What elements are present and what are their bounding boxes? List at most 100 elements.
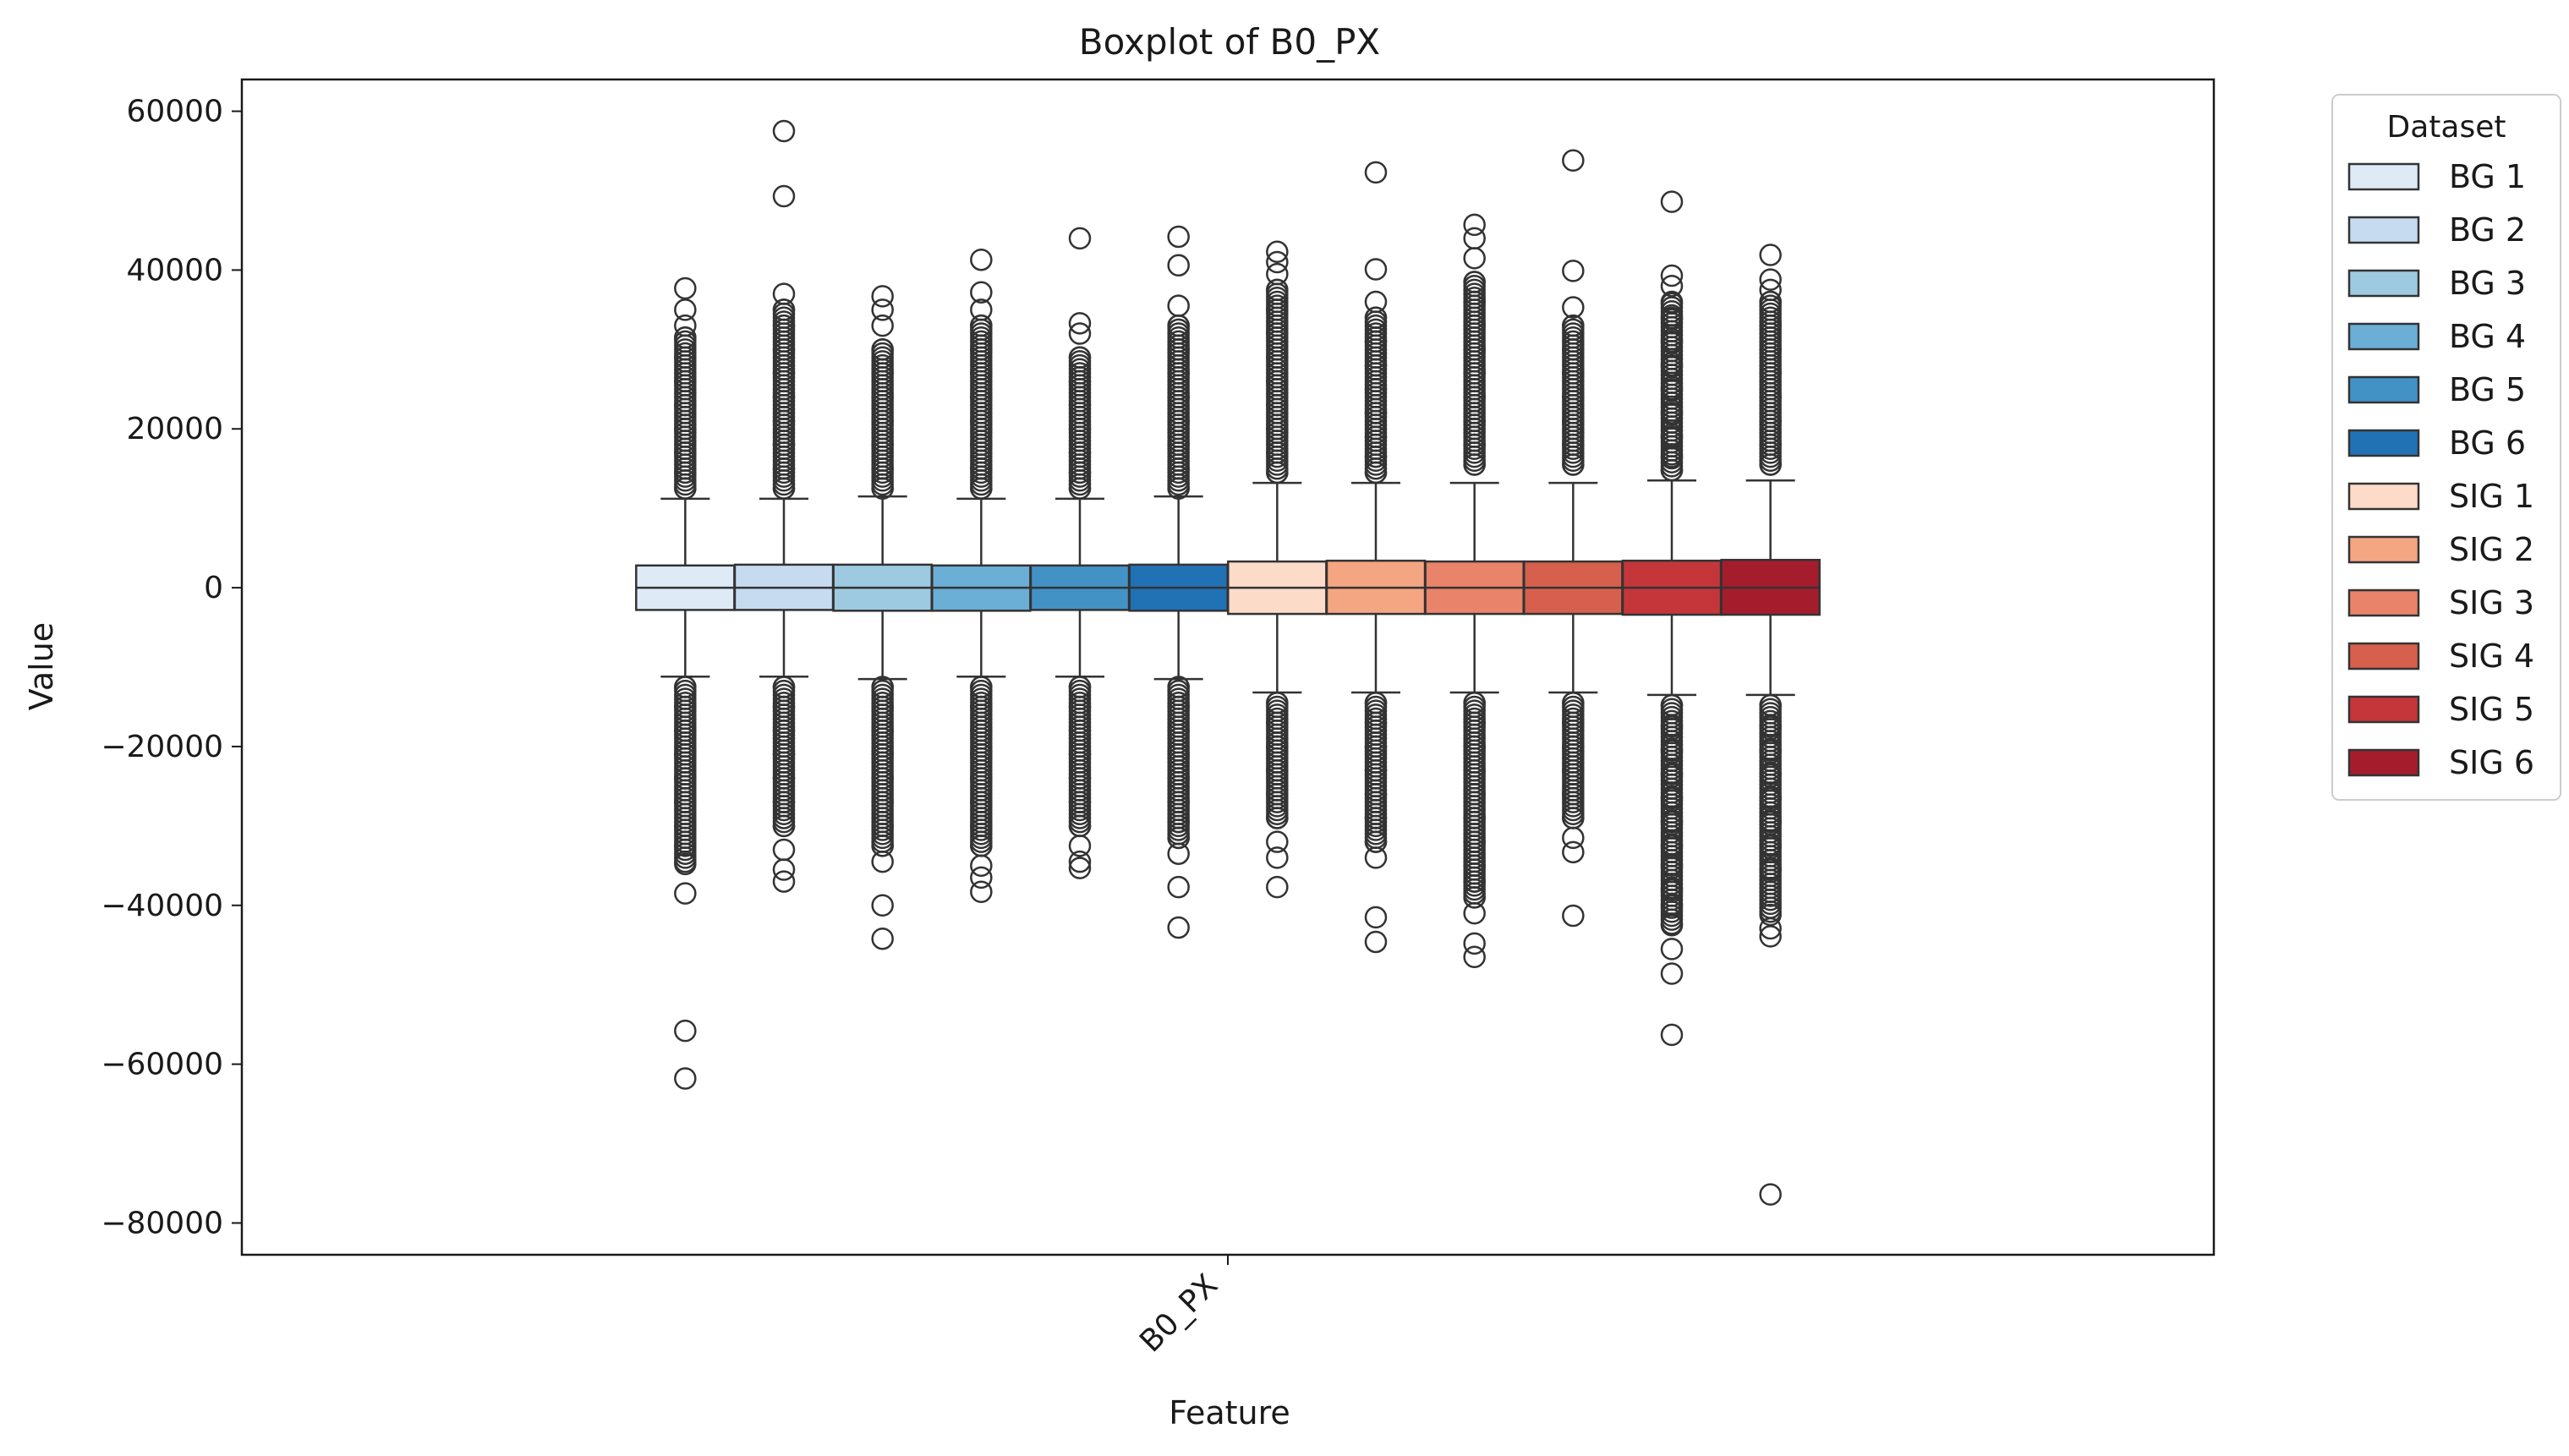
outlier-point <box>1364 807 1388 829</box>
outlier-point <box>1660 786 1684 810</box>
outlier-point <box>871 433 894 457</box>
outlier-point <box>1068 743 1092 766</box>
outlier-point <box>871 894 894 917</box>
outlier-point <box>1068 477 1092 500</box>
outlier-point <box>1266 846 1289 869</box>
box-sig-4 <box>1523 149 1624 928</box>
outlier-point <box>1759 278 1782 302</box>
outlier-point <box>1068 417 1092 441</box>
outlier-point <box>1562 386 1585 408</box>
legend-entry-label: SIG 1 <box>2449 478 2534 515</box>
outlier-point <box>1167 254 1190 277</box>
outlier-point <box>1463 870 1486 893</box>
outlier-point <box>1167 695 1190 719</box>
outlier-point <box>1364 906 1388 929</box>
outlier-point <box>1463 338 1486 361</box>
legend-entry-label: BG 5 <box>2449 371 2526 408</box>
outlier-point <box>1759 386 1782 408</box>
outlier-point <box>1660 190 1684 213</box>
y-axis-label: Value <box>23 622 60 710</box>
outlier-point <box>1463 783 1486 806</box>
legend-title: Dataset <box>2387 110 2506 145</box>
legend-swatch <box>2347 535 2420 564</box>
legend-swatch <box>2347 695 2420 724</box>
y-tick-label: 20000 <box>126 412 223 446</box>
outlier-point <box>1562 711 1585 734</box>
outlier-point <box>1068 393 1092 417</box>
legend-entry-label: SIG 5 <box>2449 691 2534 728</box>
legend-entry-label: BG 4 <box>2449 318 2526 355</box>
outlier-point <box>772 386 796 408</box>
outlier-point <box>1562 433 1585 457</box>
outlier-point <box>1759 715 1782 738</box>
box-sig-2 <box>1325 161 1427 954</box>
outlier-point <box>1660 693 1684 717</box>
outlier-point <box>674 791 697 813</box>
outlier-point <box>674 1019 697 1043</box>
outlier-point <box>970 298 993 321</box>
outlier-point <box>1068 695 1092 719</box>
outlier-point <box>871 835 894 857</box>
box-sig-5 <box>1621 190 1723 1047</box>
outlier-point <box>1660 763 1684 786</box>
outlier-point <box>1562 260 1585 282</box>
outlier-point <box>1068 791 1092 813</box>
outlier-point <box>1759 314 1782 337</box>
outlier-point <box>1759 810 1782 834</box>
outlier-point <box>674 477 697 500</box>
outlier-point <box>1759 786 1782 810</box>
outlier-point <box>1266 875 1289 899</box>
box-bg-6 <box>1128 225 1229 939</box>
outlier-point <box>674 298 697 321</box>
outlier-point <box>1759 835 1782 857</box>
outlier-point <box>1167 433 1190 457</box>
legend-entry-label: BG 6 <box>2449 424 2526 462</box>
box-bg-4 <box>931 248 1032 904</box>
outlier-point <box>970 338 993 361</box>
outlier-point <box>1660 458 1684 482</box>
outlier-point <box>1463 854 1486 878</box>
outlier-point <box>1364 830 1388 853</box>
outlier-point <box>1364 306 1388 330</box>
outlier-point <box>1364 711 1388 734</box>
legend-swatch <box>2347 269 2420 298</box>
outlier-point <box>772 282 796 305</box>
outlier-point <box>674 852 697 876</box>
outlier-point <box>871 927 894 950</box>
outlier-point <box>674 276 697 300</box>
outlier-point <box>772 457 796 480</box>
outlier-point <box>970 866 993 889</box>
outlier-point <box>1463 735 1486 758</box>
outlier-point <box>1759 925 1782 948</box>
outlier-point <box>1167 767 1190 790</box>
legend-swatch <box>2347 588 2420 617</box>
outlier-point <box>1463 758 1486 782</box>
outlier-point <box>1068 767 1092 790</box>
outlier-point <box>1364 461 1388 484</box>
outlier-point <box>1266 417 1289 441</box>
outlier-point <box>674 314 697 337</box>
outlier-point <box>970 743 993 766</box>
outlier-point <box>1266 369 1289 393</box>
y-tick-label: −20000 <box>101 730 223 764</box>
outlier-point <box>970 314 993 337</box>
outlier-point <box>1167 719 1190 742</box>
outlier-point <box>871 314 894 337</box>
box-bg-2 <box>733 119 835 893</box>
legend-entry-label: BG 1 <box>2449 158 2526 195</box>
outlier-point <box>1759 362 1782 385</box>
outlier-point <box>1759 903 1782 927</box>
outlier-point <box>871 338 894 361</box>
outlier-point <box>772 433 796 457</box>
outlier-point <box>1266 250 1289 274</box>
outlier-point <box>674 369 697 393</box>
outlier-point <box>1068 369 1092 393</box>
outlier-point <box>1463 945 1486 969</box>
outlier-point <box>1759 763 1782 786</box>
outlier-point <box>1660 402 1684 424</box>
outlier-point <box>1562 735 1585 758</box>
outlier-point <box>1660 810 1684 834</box>
outlier-point <box>772 695 796 719</box>
outlier-point <box>1759 858 1782 881</box>
outlier-point <box>1562 409 1585 433</box>
